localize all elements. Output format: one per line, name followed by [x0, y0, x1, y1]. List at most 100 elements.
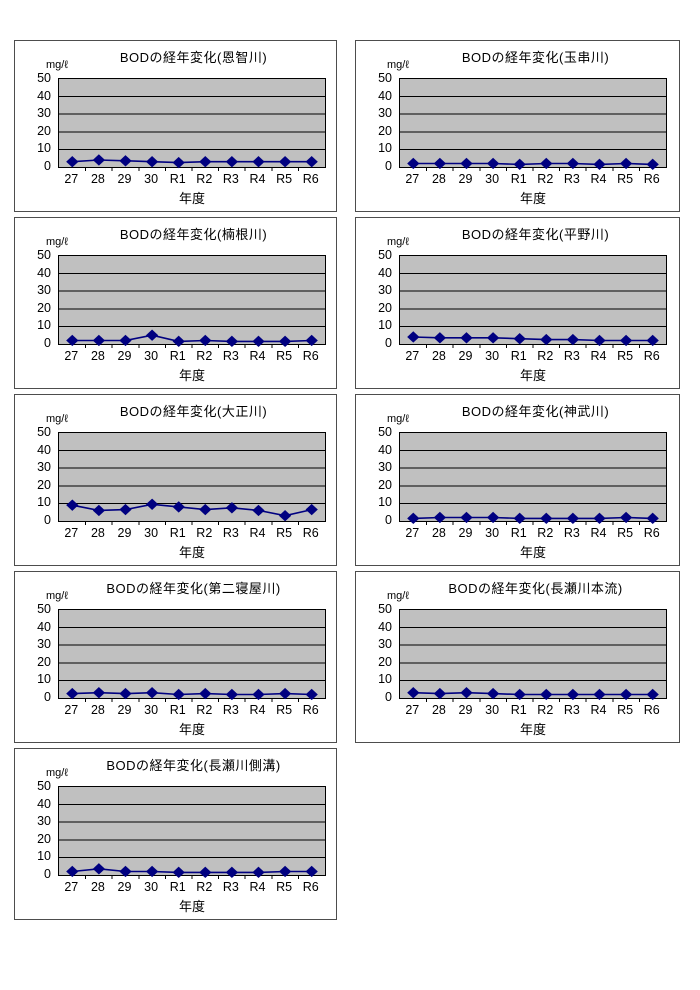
y-tick-label: 0	[44, 690, 51, 704]
y-tick-label: 20	[37, 300, 51, 315]
y-tick-label: 50	[37, 425, 51, 439]
x-tick-label: 29	[117, 880, 132, 894]
data-point-marker	[566, 333, 580, 346]
y-tick-label: 30	[37, 460, 51, 475]
data-point-marker	[646, 334, 659, 347]
data-line	[72, 691, 312, 696]
data-point-marker	[305, 156, 318, 168]
y-tick-label: 10	[37, 141, 51, 156]
y-axis-tick-labels: 50 40 30 20 10 0	[15, 572, 54, 742]
data-point-marker	[92, 334, 106, 347]
data-point-marker	[199, 334, 212, 347]
data-point-marker	[119, 155, 132, 167]
data-line	[72, 503, 312, 517]
x-tick-label: R5	[276, 880, 293, 894]
y-axis-tick-labels: 50 40 30 20 10 0	[15, 218, 54, 388]
data-point-marker	[278, 510, 292, 522]
x-tick-label: R5	[617, 172, 634, 186]
y-tick-label: 0	[44, 336, 51, 350]
y-axis-tick-labels: 50 40 30 20 10 0	[356, 395, 395, 565]
data-point-marker	[407, 687, 420, 699]
x-tick-label: R6	[643, 172, 660, 186]
data-point-marker	[92, 504, 106, 517]
x-tick-label: R3	[222, 172, 239, 186]
x-tick-label: R6	[302, 526, 319, 540]
data-point-marker	[486, 332, 500, 344]
x-tick-label: 29	[458, 526, 473, 540]
x-tick-label: R1	[510, 703, 527, 717]
y-tick-label: 10	[37, 672, 51, 687]
y-tick-label: 20	[378, 123, 392, 138]
y-tick-label: 20	[37, 654, 51, 669]
data-point-marker	[145, 156, 159, 168]
data-point-marker	[566, 688, 580, 701]
chart-card: BODの経年変化(玉串川) mg/ℓ 50 40 30 20 10 0 27 28 29 30 R…	[355, 40, 680, 212]
data-point-marker	[566, 512, 580, 525]
x-tick-label: R3	[563, 526, 580, 540]
line-series-svg	[400, 273, 666, 348]
y-tick-label: 20	[378, 654, 392, 669]
data-point-marker	[593, 688, 606, 701]
data-point-marker	[305, 334, 318, 347]
data-line	[72, 867, 312, 874]
x-tick-label: R6	[302, 880, 319, 894]
y-axis-unit-label: mg/ℓ	[387, 59, 409, 71]
y-axis-unit-label: mg/ℓ	[387, 413, 409, 425]
data-point-marker	[407, 157, 420, 170]
data-point-marker	[540, 688, 553, 701]
data-point-marker	[252, 335, 265, 348]
x-tick-label: R4	[249, 703, 266, 717]
data-point-marker	[199, 687, 212, 700]
data-point-marker	[566, 157, 580, 170]
data-point-marker	[305, 865, 318, 878]
x-tick-label: R3	[222, 703, 239, 717]
plot-area	[58, 609, 326, 702]
x-tick-label: 30	[144, 526, 159, 540]
data-point-marker	[433, 687, 447, 700]
data-point-marker	[486, 511, 500, 524]
data-point-marker	[278, 865, 292, 878]
x-axis-title: 年度	[519, 545, 546, 560]
chart-card: BODの経年変化(第二寝屋川) mg/ℓ 50 40 30 20 10 0 27 28 29 3…	[14, 571, 337, 743]
data-point-marker	[540, 333, 553, 346]
data-point-marker	[513, 512, 526, 525]
charts-grid: BODの経年変化(恩智川) mg/ℓ 50 40 30 20 10 0 27 28 29 30 R…	[14, 40, 680, 920]
y-axis-unit-label: mg/ℓ	[46, 413, 68, 425]
x-tick-label: 30	[485, 349, 500, 363]
x-tick-label: R1	[510, 526, 527, 540]
data-point-marker	[172, 501, 185, 513]
x-tick-label: 30	[144, 172, 159, 186]
data-point-marker	[433, 511, 447, 524]
x-tick-label: 27	[405, 172, 420, 186]
x-tick-label: 27	[64, 526, 79, 540]
x-tick-label: 27	[405, 349, 420, 363]
x-axis-title: 年度	[519, 368, 546, 383]
y-tick-label: 0	[385, 513, 392, 527]
x-tick-label: 30	[144, 703, 159, 717]
line-series-svg	[59, 96, 325, 171]
x-tick-label: R3	[563, 703, 580, 717]
data-point-marker	[172, 156, 185, 169]
line-series-svg	[400, 96, 666, 171]
data-line	[72, 334, 312, 343]
data-point-marker	[619, 511, 633, 524]
x-tick-label: R3	[563, 172, 580, 186]
x-tick-label: 28	[431, 172, 446, 186]
data-point-marker	[540, 512, 553, 525]
data-point-marker	[619, 688, 633, 701]
y-tick-label: 50	[378, 248, 392, 262]
x-tick-label: 29	[458, 172, 473, 186]
chart-title: BODの経年変化(玉串川)	[461, 50, 610, 65]
data-point-marker	[407, 331, 420, 343]
chart-title: BODの経年変化(第二寝屋川)	[106, 581, 281, 596]
x-tick-label: R6	[643, 526, 660, 540]
data-point-marker	[92, 154, 106, 166]
data-point-marker	[119, 503, 132, 516]
data-point-marker	[199, 156, 212, 168]
y-tick-label: 10	[378, 318, 392, 333]
x-tick-label: R4	[590, 349, 607, 363]
y-tick-label: 40	[37, 442, 51, 457]
x-tick-label: R5	[276, 703, 293, 717]
x-tick-label: 28	[431, 526, 446, 540]
